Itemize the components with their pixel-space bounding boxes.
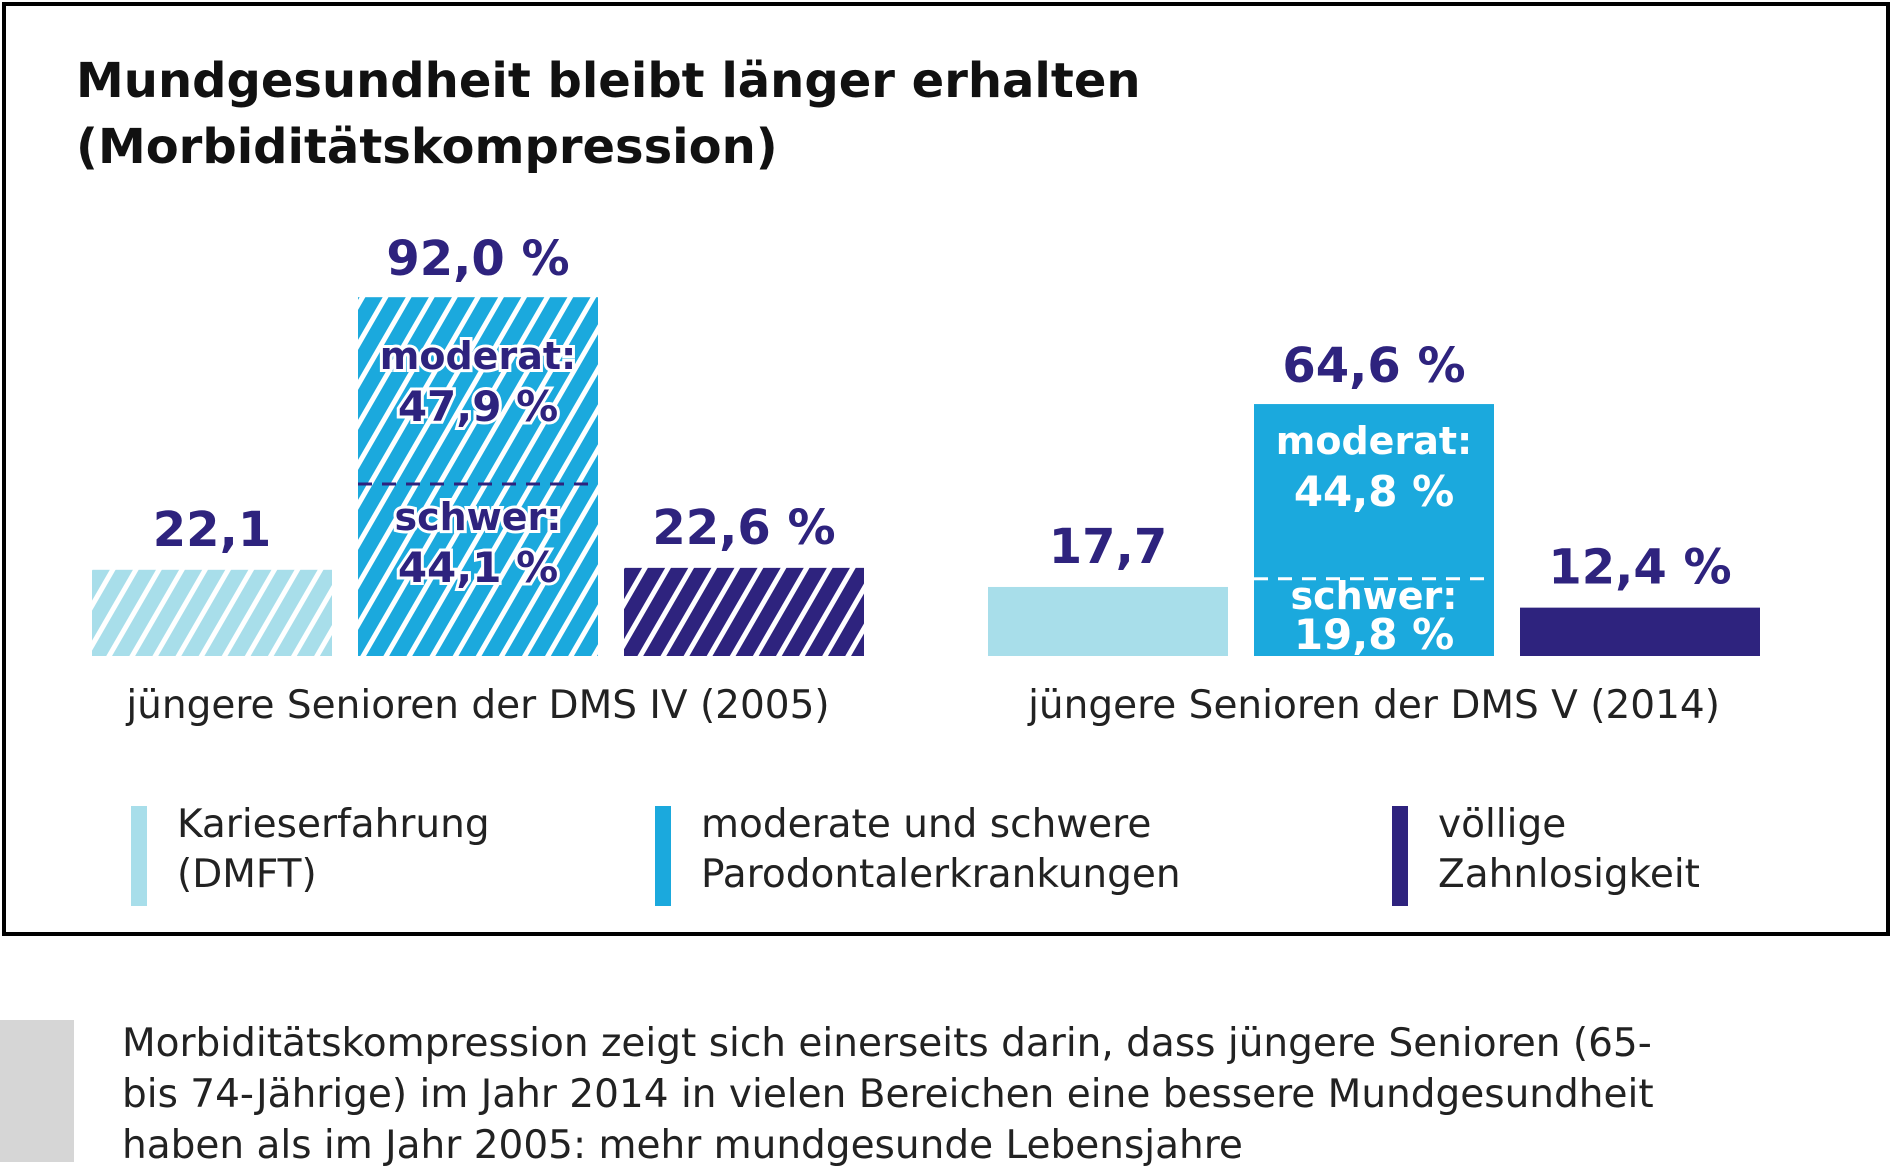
legend-swatch-edentulism: [1392, 806, 1408, 906]
value-label-edentulism-2014: 12,4 %: [1548, 540, 1731, 596]
segment-value-moderate-2014: 44,8 %: [1294, 467, 1454, 516]
value-label-caries-2005: 22,1: [153, 502, 271, 558]
category-label-2005: jüngere Senioren der DMS IV (2005): [125, 683, 829, 728]
value-label-periodontal-2005: 92,0 %: [386, 231, 569, 287]
value-label-edentulism-2005: 22,6 %: [652, 500, 835, 556]
bar-edentulism-2014: [1520, 607, 1760, 656]
segment-label-moderate-2005: moderat:: [380, 334, 576, 378]
segment-value-severe-2014: 19,8 %: [1294, 610, 1454, 659]
chart-title-line-2: (Morbiditätskompression): [76, 119, 778, 175]
legend-label-edentulism-line-1: völlige: [1438, 802, 1567, 847]
legend-swatch-caries: [131, 806, 147, 906]
legend-label-caries-line-2: (DMFT): [177, 852, 317, 897]
segment-value-moderate-2005: 47,9 %: [398, 382, 558, 431]
legend-label-periodontal: moderate und schwere Parodontalerkrankun…: [701, 800, 1181, 900]
value-label-periodontal-2014: 64,6 %: [1282, 338, 1465, 394]
bars-layer: 22,192,0 %moderat:47,9 %schwer:44,1 %22,…: [92, 231, 1760, 728]
caption-line-1: Morbiditätskompression zeigt sich einers…: [122, 1021, 1652, 1066]
bar-periodontal-2014: [1254, 404, 1494, 656]
caption-line-2: bis 74-Jährige) im Jahr 2014 in vielen B…: [122, 1072, 1654, 1117]
chart-title-line-1: Mundgesundheit bleibt länger erhalten: [76, 53, 1141, 109]
legend-label-caries-line-1: Karieserfahrung: [177, 802, 490, 847]
legend-swatch-periodontal: [655, 806, 671, 906]
legend-label-caries: Karieserfahrung (DMFT): [177, 800, 490, 900]
legend-label-periodontal-line-2: Parodontalerkrankungen: [701, 852, 1181, 897]
figure-caption: Morbiditätskompression zeigt sich einers…: [122, 1018, 1842, 1171]
chart-frame: [2, 2, 1890, 936]
bar-edentulism-2005: [624, 567, 864, 656]
category-label-2014: jüngere Senioren der DMS V (2014): [1027, 683, 1720, 728]
segment-label-moderate-2014: moderat:: [1276, 419, 1472, 463]
bar-chart: 22,192,0 %moderat:47,9 %schwer:44,1 %22,…: [92, 231, 1760, 728]
segment-value-severe-2005: 44,1 %: [398, 543, 558, 592]
legend-label-periodontal-line-1: moderate und schwere: [701, 802, 1152, 847]
bar-caries-2005: [92, 569, 332, 656]
value-label-caries-2014: 17,7: [1049, 519, 1167, 575]
segment-label-severe-2005: schwer:: [394, 495, 561, 539]
legend-label-edentulism-line-2: Zahnlosigkeit: [1438, 852, 1700, 897]
bar-caries-2014: [988, 586, 1228, 656]
caption-line-3: haben als im Jahr 2005: mehr mundgesunde…: [122, 1123, 1243, 1168]
chart-title: Mundgesundheit bleibt länger erhalten (M…: [76, 48, 1476, 180]
caption-marker-block: [0, 1020, 74, 1162]
segment-label-severe-2014: schwer:: [1290, 574, 1457, 618]
bar-periodontal-2005: [358, 297, 598, 656]
legend-label-edentulism: völlige Zahnlosigkeit: [1438, 800, 1700, 900]
